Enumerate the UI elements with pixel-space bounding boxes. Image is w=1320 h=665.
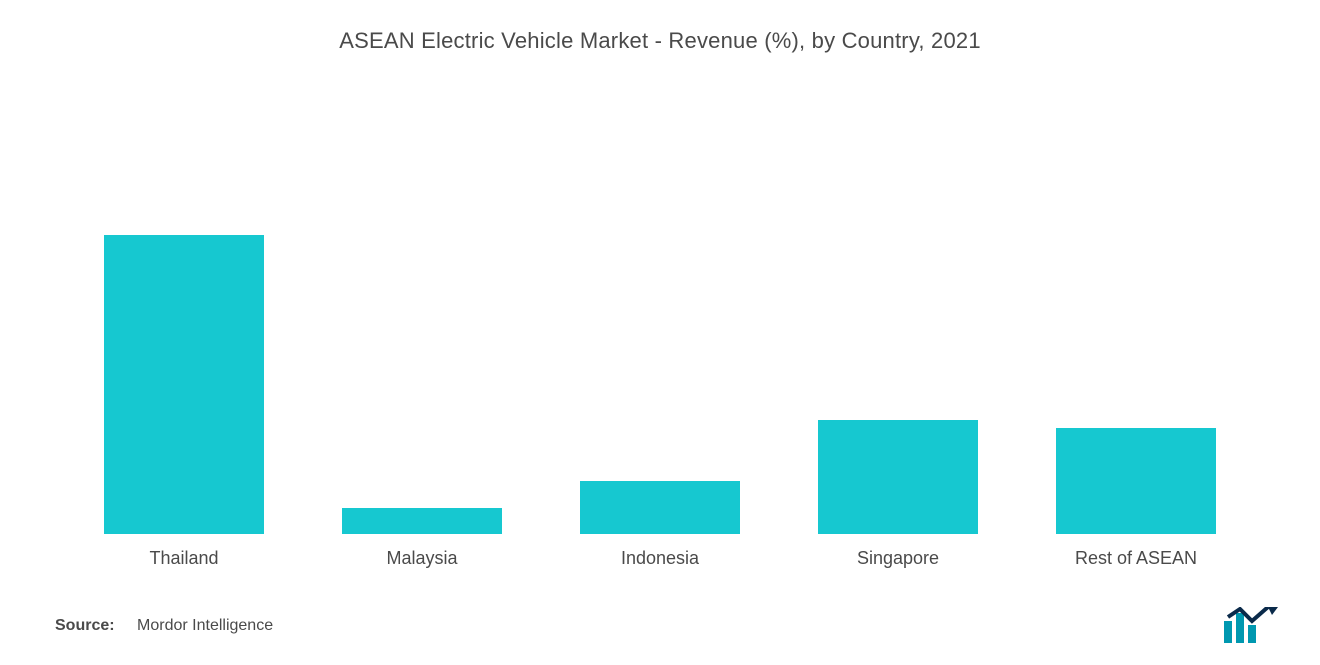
x-label-indonesia: Indonesia <box>541 548 779 569</box>
source-line: Source: Mordor Intelligence <box>55 617 273 635</box>
x-label-thailand: Thailand <box>65 548 303 569</box>
bar-thailand <box>104 235 264 534</box>
bar-slot-indonesia <box>541 94 779 534</box>
bar-slot-rest <box>1017 94 1255 534</box>
bar-singapore <box>818 420 978 534</box>
chart-plot-area <box>55 94 1265 534</box>
source-label: Source: <box>55 617 115 634</box>
bar-rest-of-asean <box>1056 428 1216 534</box>
bar-malaysia <box>342 508 502 534</box>
bar-indonesia <box>580 481 740 534</box>
bar-slot-thailand <box>65 94 303 534</box>
chart-title: ASEAN Electric Vehicle Market - Revenue … <box>55 28 1265 54</box>
x-label-singapore: Singapore <box>779 548 1017 569</box>
x-label-rest: Rest of ASEAN <box>1017 548 1255 569</box>
source-text: Mordor Intelligence <box>137 617 273 634</box>
x-label-malaysia: Malaysia <box>303 548 541 569</box>
bar-slot-singapore <box>779 94 1017 534</box>
x-axis-labels: Thailand Malaysia Indonesia Singapore Re… <box>55 534 1265 569</box>
bar-slot-malaysia <box>303 94 541 534</box>
mordor-intelligence-logo-icon <box>1222 607 1280 643</box>
